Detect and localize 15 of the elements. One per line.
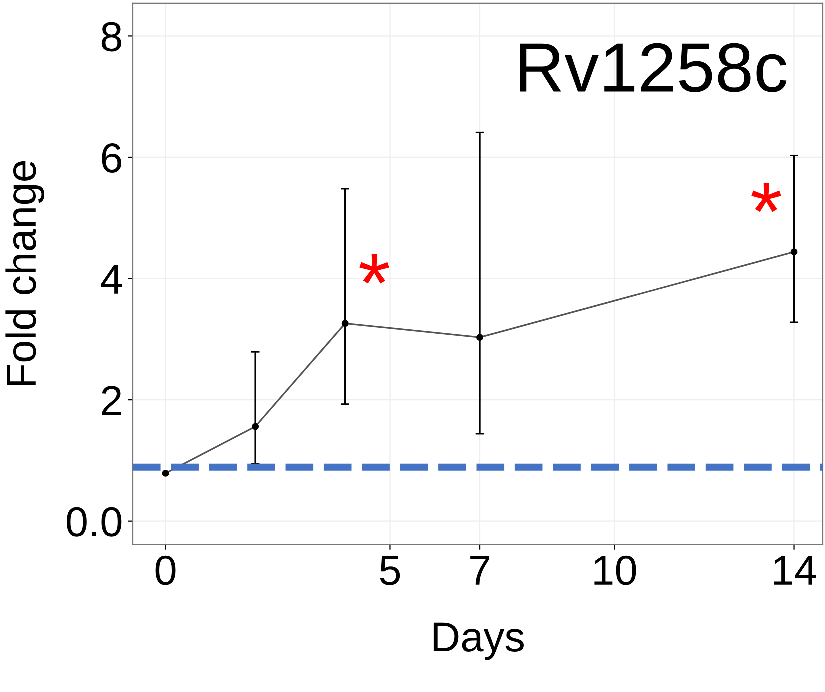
y-tick-label: 2 (102, 386, 122, 416)
y-tick-label: 6 (102, 143, 122, 173)
x-tick-label: 5 (380, 556, 400, 586)
chart-title: Rv1258c (520, 43, 787, 92)
y-tick-label: 0.0 (66, 507, 122, 537)
x-tick-label: 14 (774, 556, 816, 585)
annotation: * (360, 254, 390, 284)
x-axis-title: Days (434, 622, 524, 660)
y-tick-label: 8 (102, 22, 122, 52)
annotation: * (752, 182, 782, 212)
y-axis-title: Fold change (6, 161, 45, 386)
x-tick-label: 10 (594, 556, 636, 586)
x-tick-label: 7 (470, 556, 490, 585)
x-tick-label: 0 (156, 556, 176, 586)
y-tick-label: 4 (101, 265, 122, 294)
